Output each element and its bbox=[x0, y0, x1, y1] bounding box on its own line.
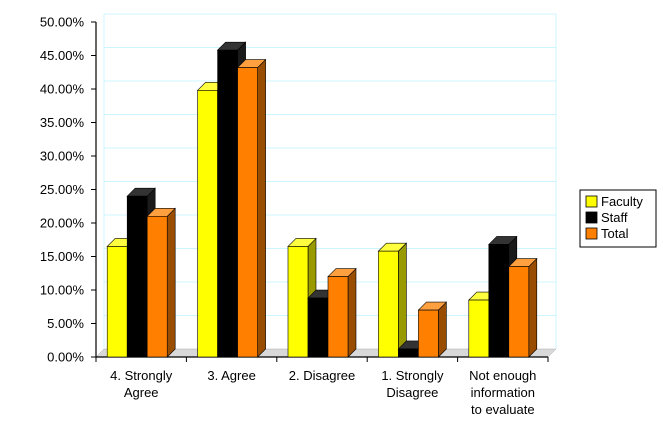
x-tick-label: 3. Agree bbox=[207, 368, 255, 383]
bar-total bbox=[417, 301, 448, 358]
x-tick-label: 2. Disagree bbox=[289, 368, 355, 383]
chart-bars bbox=[106, 41, 538, 358]
bar-front bbox=[126, 195, 148, 358]
x-tick-label-line: Agree bbox=[124, 385, 159, 400]
legend-swatch-staff bbox=[585, 211, 598, 224]
bar-side bbox=[257, 58, 266, 358]
y-axis-tick-labels: 0.00% 5.00% 10.00% 15.00% 20.00% 25.00% 30.00%… bbox=[40, 15, 85, 365]
bar-total bbox=[327, 267, 357, 358]
y-tick-label: 5.00% bbox=[47, 316, 84, 331]
x-tick-label-line: 1. Strongly bbox=[381, 368, 444, 383]
x-tick-label-line: information bbox=[471, 385, 535, 400]
bar-front bbox=[378, 250, 399, 358]
y-tick-label: 25.00% bbox=[40, 182, 85, 197]
y-tick-label: 30.00% bbox=[40, 149, 85, 164]
x-tick-label-line: Disagree bbox=[386, 385, 438, 400]
legend-swatch-total bbox=[585, 227, 598, 240]
y-tick-label: 15.00% bbox=[40, 249, 85, 264]
x-tick-label-line: 3. Agree bbox=[207, 368, 255, 383]
bar-front bbox=[418, 309, 439, 358]
bar-faculty bbox=[377, 242, 408, 358]
y-tick-label: 10.00% bbox=[40, 283, 85, 298]
bar-front bbox=[327, 276, 349, 358]
x-tick-label-line: 2. Disagree bbox=[289, 368, 355, 383]
bar-side bbox=[438, 301, 447, 358]
bar-side bbox=[528, 257, 538, 358]
x-tick-label: 4. Strongly Agree bbox=[110, 368, 173, 400]
bar-total bbox=[236, 58, 267, 358]
bar-front bbox=[508, 266, 530, 358]
x-tick-label: Not enough information to evaluate bbox=[469, 368, 536, 417]
legend-label-faculty: Faculty bbox=[601, 194, 643, 209]
bar-front bbox=[398, 348, 419, 358]
x-tick-label: 1. Strongly Disagree bbox=[381, 368, 444, 400]
y-tick-label: 40.00% bbox=[40, 82, 85, 97]
y-tick-label: 20.00% bbox=[40, 216, 85, 231]
legend-swatch-faculty bbox=[585, 195, 598, 208]
bar-side bbox=[166, 207, 176, 358]
bar-front bbox=[146, 216, 168, 358]
bar-front bbox=[287, 246, 309, 358]
y-tick-label: 0.00% bbox=[47, 350, 84, 365]
bar-total bbox=[508, 257, 538, 358]
x-tick-label-line: 4. Strongly bbox=[110, 368, 173, 383]
legend-label-total: Total bbox=[601, 226, 629, 241]
x-tick-label-line: Not enough bbox=[469, 368, 536, 383]
bar-front bbox=[237, 67, 258, 358]
y-tick-label: 50.00% bbox=[40, 15, 85, 30]
bar-front bbox=[307, 297, 329, 358]
y-tick-label: 45.00% bbox=[40, 48, 85, 63]
y-tick-label: 35.00% bbox=[40, 115, 85, 130]
bar-front bbox=[468, 299, 490, 358]
x-axis-tick-labels: 4. Strongly Agree 3. Agree 2. Disagree 1. St… bbox=[110, 368, 536, 417]
bar-front bbox=[488, 244, 510, 358]
legend-label-staff: Staff bbox=[601, 210, 628, 225]
bar-front bbox=[217, 49, 238, 358]
x-tick-label-line: to evaluate bbox=[471, 402, 535, 417]
bar-front bbox=[197, 90, 218, 358]
bar-total bbox=[146, 207, 176, 358]
bar-front bbox=[106, 246, 128, 358]
bar-side bbox=[398, 242, 407, 358]
bar-side bbox=[347, 267, 357, 358]
